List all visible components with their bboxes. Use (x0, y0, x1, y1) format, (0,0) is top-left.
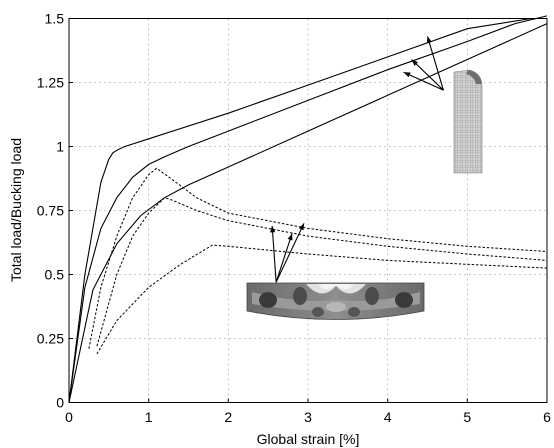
y-tick-label: 0.75 (37, 203, 64, 219)
annotation-arrowhead (270, 225, 276, 233)
curves (68, 15, 548, 403)
annotation-arrowhead (403, 72, 411, 78)
y-tick-label: 1 (56, 139, 64, 155)
annotation-arrowhead (298, 223, 305, 231)
annotation-arrow (271, 225, 277, 283)
y-tick-label: 1.5 (45, 11, 65, 27)
x-tick-label: 3 (304, 409, 312, 425)
x-axis-label: Global strain [%] (257, 431, 360, 447)
solid-series-line-3 (68, 23, 548, 403)
panel-contour-inset (246, 282, 425, 320)
annotation-arrows (270, 36, 444, 283)
annotation-arrow (275, 233, 293, 283)
y-tick-label: 0 (56, 395, 64, 411)
x-tick-label: 5 (463, 409, 471, 425)
dashed-series-line-5 (96, 197, 548, 347)
y-tick-label: 0.25 (37, 331, 64, 347)
x-tick-label: 1 (145, 409, 153, 425)
solid-series-line-2 (68, 15, 548, 403)
y-tick-label: 1.25 (37, 75, 64, 91)
x-tick-label: 4 (384, 409, 392, 425)
dashed-series-line-4 (88, 167, 548, 349)
annotation-arrow (426, 36, 444, 91)
y-axis-label: Total load/Bucking load (8, 138, 24, 282)
annotation-arrowhead (426, 36, 432, 44)
annotation-arrow (403, 71, 444, 91)
dashed-series-line-6 (96, 244, 548, 355)
annotation-arrowhead (287, 233, 293, 241)
solid-series-line-1 (68, 17, 532, 403)
x-tick-label: 6 (543, 409, 551, 425)
annotation-arrowhead (411, 59, 419, 66)
grid-lines (69, 18, 547, 403)
annotation-arrow (275, 223, 305, 283)
y-tick-labels: 0 0.25 0.5 0.75 1 1.25 1.5 (37, 11, 73, 411)
x-tick-labels: 0 1 2 3 4 5 6 (65, 398, 551, 425)
annotation-arrow (411, 59, 444, 91)
column-mesh-inset (453, 69, 483, 174)
x-tick-label: 0 (65, 409, 73, 425)
x-tick-label: 2 (224, 409, 232, 425)
y-tick-label: 0.5 (45, 267, 65, 283)
